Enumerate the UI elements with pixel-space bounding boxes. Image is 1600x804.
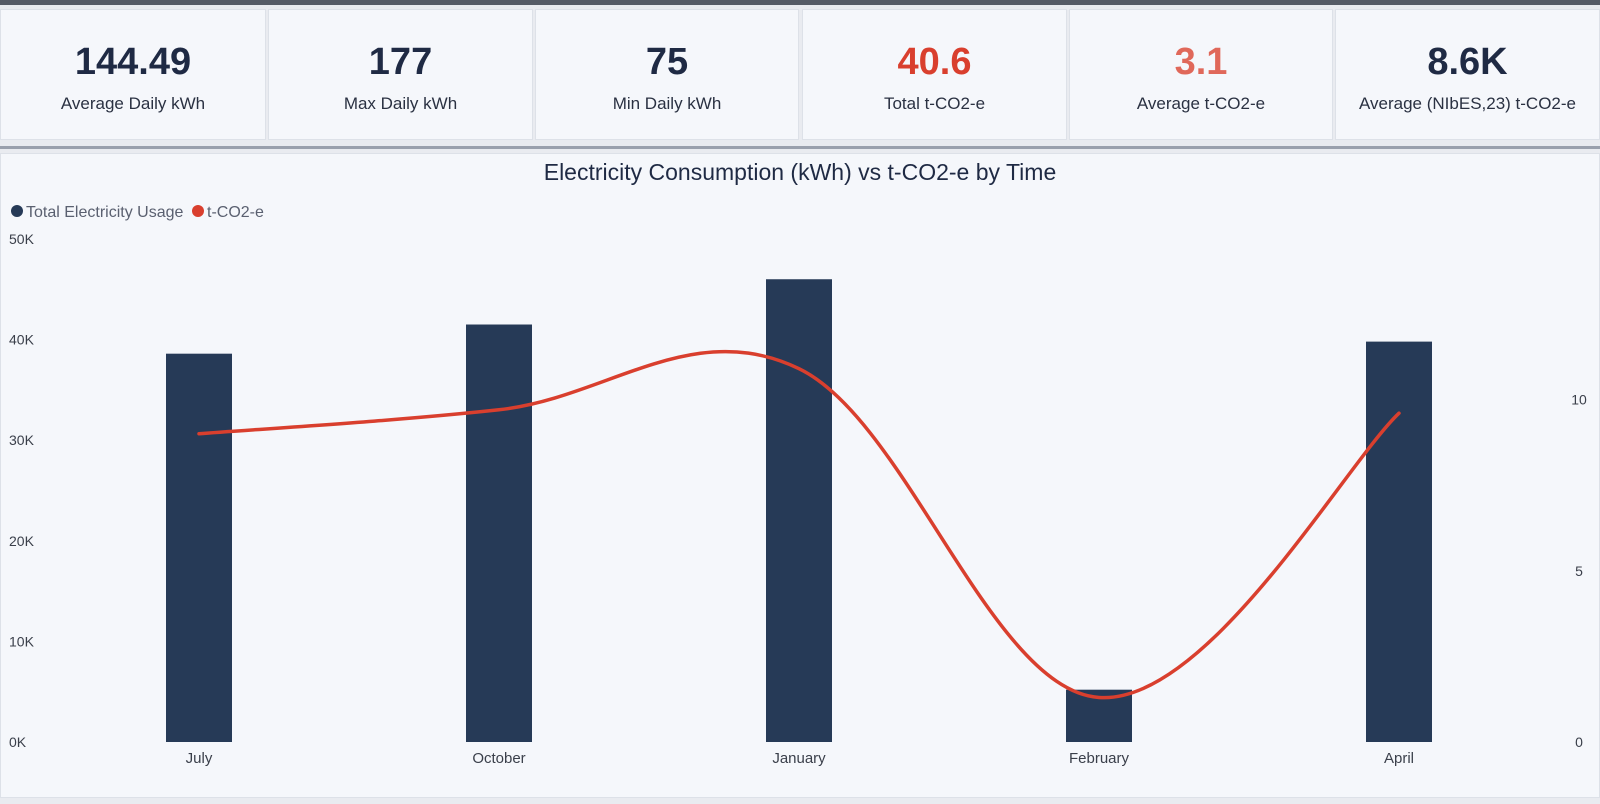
x-tick-label-april: April [1384,750,1414,767]
legend: Total Electricity Usage t-CO2-e [11,204,264,221]
bar-april[interactable] [1366,341,1432,742]
kpi-label: Max Daily kWh [343,94,458,113]
y-left-tick-label: 40K [9,332,35,348]
legend-label-electricity: Total Electricity Usage [26,204,183,221]
kpi-value: 177 [368,41,433,83]
x-tick-label-july: July [186,750,213,767]
kpi-value: 75 [645,41,689,83]
legend-label-tco2e: t-CO2-e [207,204,264,221]
x-tick-label-october: October [472,750,525,767]
x-axis: July October January February April [186,750,1414,767]
kpi-label: Average Daily kWh [60,94,206,113]
top-accent-bar [0,0,1600,5]
y-left-tick-label: 30K [9,432,35,448]
line-series [197,349,1401,700]
y-left-tick-label: 10K [9,633,35,649]
kpi-card-average-tco2e[interactable]: 3.1 Average t-CO2-e [1069,9,1333,140]
kpi-card-max-daily-kwh[interactable]: 177 Max Daily kWh [268,9,533,140]
y-left-tick-label: 50K [9,231,35,247]
kpi-card-total-tco2e[interactable]: 40.6 Total t-CO2-e [802,9,1067,140]
kpi-label: Average t-CO2-e [1136,94,1266,113]
chart-panel: Electricity Consumption (kWh) vs t-CO2-e… [0,153,1600,798]
section-divider [0,146,1600,149]
x-tick-label-february: February [1069,750,1130,767]
bar-series [166,279,1432,742]
y-axis-left: 0K 10K 20K 30K 40K 50K [9,231,35,750]
x-tick-label-january: January [772,750,826,767]
kpi-value: 3.1 [1174,41,1228,83]
legend-item-tco2e[interactable]: t-CO2-e [192,204,264,221]
kpi-value: 40.6 [897,41,972,83]
y-left-tick-label: 0K [9,734,27,750]
kpi-value: 8.6K [1427,41,1508,83]
y-axis-right: 0 5 10 [1571,392,1587,751]
bar-july[interactable] [166,353,232,742]
legend-item-electricity[interactable]: Total Electricity Usage [11,204,183,221]
legend-marker-electricity [11,205,23,217]
chart-title: Electricity Consumption (kWh) vs t-CO2-e… [544,159,1057,185]
y-left-tick-label: 20K [9,533,35,549]
bar-october[interactable] [466,324,532,742]
kpi-row: 144.49 Average Daily kWh 177 Max Daily k… [0,9,1600,141]
kpi-label: Min Daily kWh [612,94,722,113]
y-right-tick-label: 5 [1575,563,1583,579]
kpi-label: Total t-CO2-e [883,94,986,113]
kpi-card-average-nibes-tco2e[interactable]: 8.6K Average (NIbES,23) t-CO2-e [1335,9,1600,140]
bar-january[interactable] [766,279,832,742]
y-right-tick-label: 10 [1571,392,1587,408]
kpi-value: 144.49 [74,41,192,83]
combo-chart: Electricity Consumption (kWh) vs t-CO2-e… [9,159,1587,767]
kpi-label: Average (NIbES,23) t-CO2-e [1359,94,1576,113]
line-tco2e[interactable] [197,349,1401,700]
kpi-card-min-daily-kwh[interactable]: 75 Min Daily kWh [535,9,799,140]
legend-marker-tco2e [192,205,204,217]
y-right-tick-label: 0 [1575,734,1583,750]
kpi-card-average-daily-kwh[interactable]: 144.49 Average Daily kWh [0,9,266,140]
